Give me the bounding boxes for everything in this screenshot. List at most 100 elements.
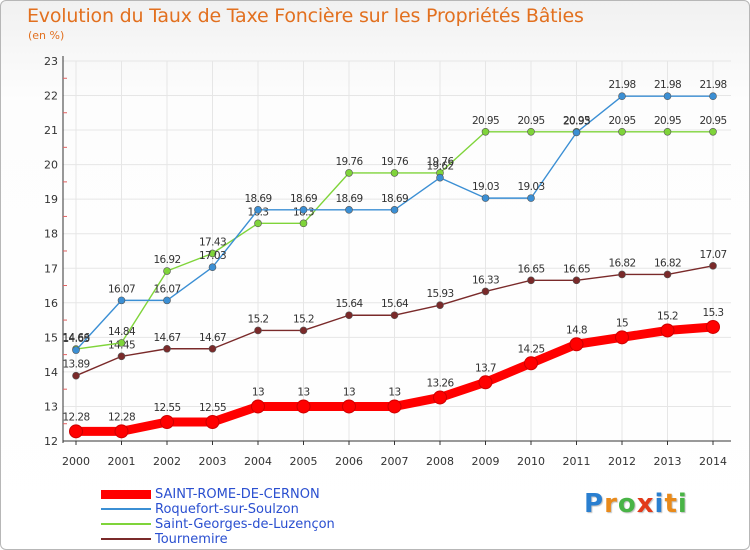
legend-item: Tournemire — [101, 531, 228, 547]
data-label: 17.03 — [199, 250, 226, 262]
data-point — [163, 344, 171, 353]
x-tick-label: 2004 — [244, 455, 272, 468]
data-label: 20.95 — [608, 115, 635, 127]
data-label: 14.67 — [199, 332, 226, 344]
x-tick-label: 2011 — [563, 455, 591, 468]
data-point — [299, 219, 308, 228]
data-point — [251, 399, 265, 414]
data-point — [478, 375, 493, 390]
data-label: 13 — [252, 386, 264, 398]
data-point — [114, 424, 129, 439]
data-label: 15.3 — [703, 307, 724, 319]
data-point — [299, 206, 308, 214]
data-label: 19.76 — [426, 156, 454, 168]
proxiti-logo: Proxiti — [584, 489, 688, 519]
data-point — [572, 276, 581, 285]
data-point — [527, 127, 535, 136]
data-point — [706, 319, 720, 334]
data-point — [433, 390, 447, 405]
data-point — [387, 399, 402, 414]
x-tick-label: 2000 — [62, 455, 90, 468]
data-point — [390, 206, 399, 214]
data-label: 12.28 — [62, 411, 89, 423]
data-point — [618, 270, 626, 279]
data-label: 16.65 — [517, 263, 544, 275]
data-point — [254, 206, 262, 214]
data-point — [663, 92, 672, 100]
y-tick-label: 12 — [44, 435, 58, 448]
logo-letter: P — [584, 489, 605, 519]
data-point — [117, 296, 126, 305]
data-point — [345, 169, 353, 177]
data-label: 15.64 — [381, 298, 409, 310]
data-label: 13.89 — [62, 359, 89, 371]
x-tick-label: 2010 — [517, 455, 545, 468]
legend-swatch — [101, 538, 151, 540]
x-tick-label: 2013 — [654, 455, 682, 468]
y-tick-label: 15 — [44, 331, 58, 344]
data-label: 16.07 — [108, 283, 135, 295]
data-point — [527, 194, 535, 202]
logo-letter: r — [604, 489, 618, 519]
x-tick-label: 2003 — [199, 455, 227, 468]
data-label: 14.67 — [153, 332, 180, 344]
data-label: 12.28 — [108, 411, 135, 423]
data-label: 18.69 — [381, 193, 408, 205]
data-point — [205, 414, 220, 429]
y-tick-label: 16 — [44, 297, 58, 310]
data-point — [569, 337, 584, 352]
x-tick-label: 2005 — [290, 455, 318, 468]
data-point — [69, 424, 83, 439]
data-point — [436, 173, 444, 182]
data-label: 15.64 — [335, 298, 363, 310]
data-label: 15.93 — [426, 288, 453, 300]
data-label: 13 — [343, 386, 355, 398]
x-tick-label: 2014 — [699, 455, 727, 468]
x-tick-label: 2008 — [426, 455, 454, 468]
data-label: 20.95 — [654, 115, 681, 127]
legend-label: SAINT-ROME-DE-CERNON — [155, 486, 320, 502]
data-label: 18.69 — [244, 193, 271, 205]
data-label: 14.8 — [566, 324, 587, 336]
data-label: 20.95 — [699, 115, 726, 127]
data-label: 13 — [297, 386, 309, 398]
legend-item: SAINT-ROME-DE-CERNON — [101, 486, 320, 502]
data-point — [342, 399, 356, 414]
data-label: 16.33 — [472, 274, 499, 286]
data-point — [709, 262, 717, 270]
data-point — [299, 326, 308, 335]
legend-label: Tournemire — [155, 531, 228, 547]
chart-subtitle: (en %) — [28, 29, 65, 42]
data-point — [345, 311, 353, 320]
chart-title: Evolution du Taux de Taxe Foncière sur l… — [27, 5, 584, 27]
data-point — [160, 414, 174, 429]
data-point — [436, 301, 444, 310]
x-tick-label: 2001 — [108, 455, 136, 468]
data-label: 20.95 — [517, 115, 544, 127]
data-point — [572, 128, 581, 137]
data-point — [296, 399, 311, 414]
data-point — [254, 326, 262, 335]
data-point — [117, 352, 126, 361]
data-point — [618, 127, 626, 136]
data-label: 14.63 — [62, 333, 89, 345]
y-tick-label: 13 — [44, 400, 58, 413]
data-label: 20.95 — [472, 115, 499, 127]
data-label: 16.82 — [654, 257, 681, 269]
x-tick-label: 2002 — [153, 455, 181, 468]
y-tick-label: 14 — [44, 366, 58, 379]
data-label: 12.55 — [199, 402, 226, 414]
data-point — [660, 323, 675, 338]
legend-label: Roquefort-sur-Soulzon — [155, 501, 299, 517]
data-point — [527, 276, 535, 285]
data-point — [481, 287, 490, 296]
data-point — [663, 270, 672, 279]
data-point — [390, 169, 399, 177]
data-label: 21.98 — [608, 79, 635, 91]
data-point — [618, 92, 626, 100]
data-label: 17.43 — [199, 236, 226, 248]
data-label: 16.92 — [153, 254, 180, 266]
data-label: 17.07 — [699, 249, 726, 261]
data-point — [524, 356, 538, 371]
y-tick-label: 23 — [44, 55, 58, 68]
